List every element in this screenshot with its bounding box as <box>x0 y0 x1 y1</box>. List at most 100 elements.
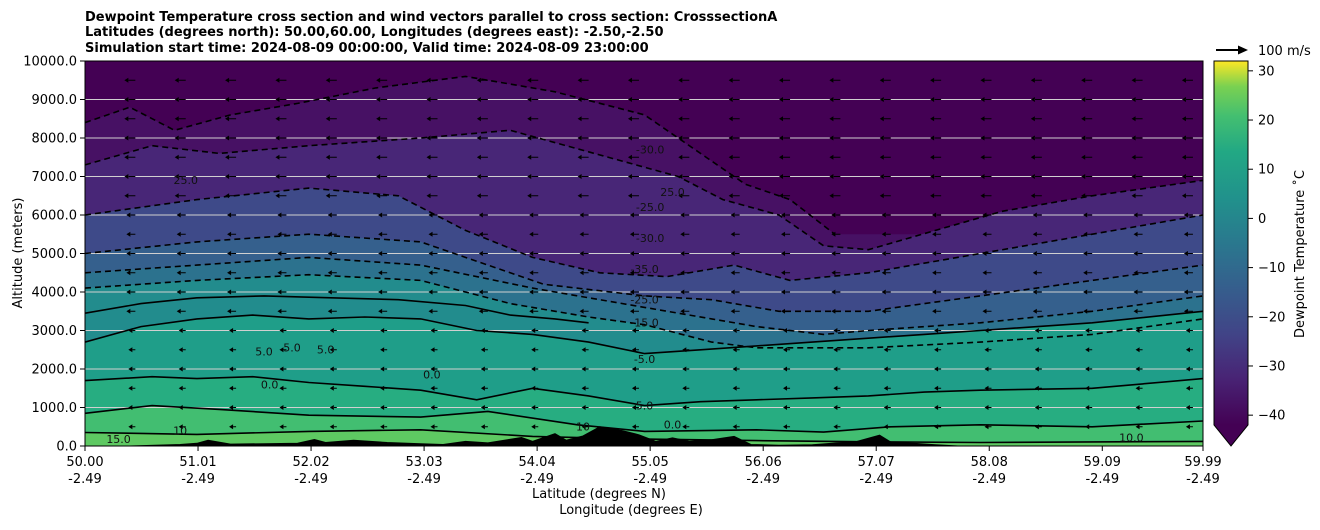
wind-vector-head <box>378 212 383 218</box>
wind-vector-head <box>176 308 181 314</box>
colorbar-tick-label: −40 <box>1258 409 1285 424</box>
wind-vector-head <box>277 289 282 295</box>
wind-vector-head <box>478 270 483 276</box>
wind-vector-head <box>78 386 82 391</box>
contour-label: -15.0 <box>630 317 658 330</box>
wind-vector-head <box>277 212 282 218</box>
wind-vector-head <box>1183 270 1188 276</box>
contours-solid <box>85 295 1203 444</box>
wind-vector-head <box>428 308 433 314</box>
wind-vector-head <box>531 405 536 410</box>
x-tick-label-lon: -2.49 <box>407 472 441 487</box>
wind-vector-head <box>629 212 634 218</box>
wind-vector-head <box>631 385 636 391</box>
wind-vector-head <box>480 328 485 333</box>
y-tick-label: 1000.0 <box>32 401 78 416</box>
wind-vector-head <box>1131 77 1136 83</box>
wind-vector-head <box>126 308 131 314</box>
wind-vector-head <box>1183 289 1188 295</box>
wind-vector-head <box>329 424 334 430</box>
wind-vector-head <box>1081 174 1086 179</box>
wind-vector-head <box>430 405 435 410</box>
wind-vector-head <box>883 328 888 333</box>
wind-vector-head <box>831 270 836 276</box>
wind-vector-head <box>631 347 636 353</box>
wind-vector-head <box>627 116 632 122</box>
wind-vector-head <box>1185 347 1190 353</box>
wind-vector-head <box>1083 289 1088 295</box>
wind-vector-head <box>781 308 786 314</box>
wind-key: 100 m/s <box>1216 44 1311 59</box>
wind-vector-head <box>74 155 78 160</box>
wind-vector-head <box>174 97 179 102</box>
wind-vector-head <box>829 97 834 102</box>
wind-vector-head <box>678 135 683 141</box>
wind-vector-head <box>174 116 179 122</box>
wind-vector-head <box>430 347 435 353</box>
wind-vector-head <box>682 424 687 430</box>
wind-vector-head <box>1030 135 1035 141</box>
wind-vector-head <box>627 193 632 199</box>
wind-vector-head <box>883 366 888 372</box>
wind-vector-head <box>380 366 385 372</box>
wind-vector-head <box>1135 328 1140 333</box>
contour-label: 25.0 <box>660 186 685 199</box>
wind-vector-head <box>178 405 183 410</box>
wind-vector-head <box>174 135 179 141</box>
wind-vector-head <box>78 347 82 352</box>
wind-vector-head <box>279 424 284 430</box>
chart-title-line-3: Simulation start time: 2024-08-09 00:00:… <box>85 41 649 56</box>
wind-vector-head <box>376 97 381 102</box>
wind-vector-head <box>325 116 330 122</box>
wind-vector-head <box>833 385 838 391</box>
wind-vector-head <box>631 366 636 372</box>
colorbar-ticks: 30 20 10 0 −10 −20 −30 −40 <box>1248 64 1285 424</box>
wind-vector-head <box>329 328 334 333</box>
wind-vector-head <box>678 154 683 160</box>
wind-vector-head <box>531 424 536 430</box>
wind-vector-head <box>1030 193 1035 199</box>
wind-vector-head <box>831 212 836 218</box>
wind-vector-head <box>980 174 985 179</box>
wind-vector-head <box>581 385 586 391</box>
wind-vector-head <box>984 424 989 430</box>
colorbar-outline <box>1213 60 1249 447</box>
wind-vector-head <box>783 328 788 333</box>
wind-vector-head <box>380 347 385 353</box>
x-axis-label-longitude: Longitude (degrees E) <box>559 503 703 518</box>
wind-vector-head <box>476 97 481 102</box>
wind-vector-head <box>581 366 586 372</box>
colorbar-body <box>1214 61 1248 425</box>
wind-vector-head <box>833 405 838 410</box>
y-tick-label: 4000.0 <box>32 286 78 301</box>
contour-line-solid <box>85 310 1203 355</box>
wind-vector-head <box>529 289 534 295</box>
wind-vector-head <box>527 77 532 83</box>
wind-vector-head <box>879 97 884 102</box>
wind-vector-head <box>829 193 834 199</box>
contour-label: 0.0 <box>261 378 279 391</box>
wind-vector-head <box>829 77 834 83</box>
wind-vector-head <box>1133 289 1138 295</box>
wind-vector-head <box>476 77 481 83</box>
wind-vector-head <box>581 424 586 430</box>
wind-vector-head <box>128 328 133 333</box>
wind-vector-head <box>579 308 584 314</box>
wind-vector-head <box>529 212 534 218</box>
wind-vector-head <box>680 270 685 276</box>
contour-label: 10.0 <box>1119 431 1144 444</box>
wind-vector-head <box>178 385 183 391</box>
wind-vector-head <box>631 405 636 410</box>
wind-vector-head <box>1133 231 1138 237</box>
wind-vector-head <box>227 212 232 218</box>
wind-vector-head <box>380 328 385 333</box>
wind-vector-head <box>329 405 334 410</box>
colorbar-tick-label: 0 <box>1258 212 1266 227</box>
wind-vector-head <box>779 77 784 83</box>
wind-vector-head <box>378 308 383 314</box>
chart-title-line-2: Latitudes (degrees north): 50.00,60.00, … <box>85 25 664 40</box>
wind-vector-head <box>78 424 82 429</box>
wind-vector-head <box>225 97 230 102</box>
wind-vector-head <box>930 116 935 122</box>
wind-vector-head <box>126 270 131 276</box>
